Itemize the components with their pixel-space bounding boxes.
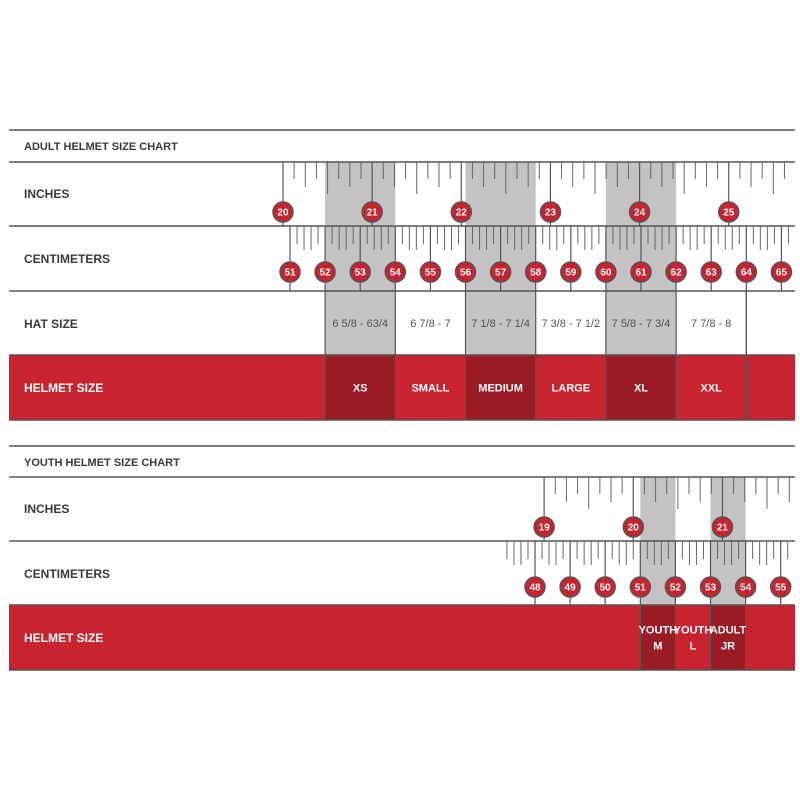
adult-cm-marker-60 <box>595 261 617 283</box>
adult-inch-marker-24 <box>628 201 651 223</box>
adult-inch-marker-21 <box>361 201 383 223</box>
adult-helmet-cell-dark <box>605 355 677 420</box>
adult-cm-marker-55 <box>419 261 442 283</box>
adult-cm-marker-53-label: 53 <box>355 268 367 279</box>
youth-helmet-size-label: M <box>653 641 662 653</box>
adult-helmet-cell-dark <box>325 355 396 420</box>
adult-cm-marker-53 <box>349 261 371 283</box>
youth-cm-marker-54-label: 54 <box>740 583 752 594</box>
youth-cm-marker-49-label: 49 <box>565 583 577 594</box>
youth-cm-marker-51-label: 51 <box>635 583 647 594</box>
adult-cm-marker-65 <box>770 261 793 283</box>
adult-helmet-row <box>9 355 795 420</box>
youth-helmet-size-label: ADULT <box>710 625 747 637</box>
youth-inch-marker-21-label: 21 <box>717 523 729 534</box>
adult-cm-marker-54-label: 54 <box>390 268 402 279</box>
adult-cm-marker-61-label: 61 <box>635 268 647 279</box>
adult-cm-marker-65-label: 65 <box>776 268 788 279</box>
adult-hat-size-label: 7 7/8 - 8 <box>691 318 731 330</box>
adult-cm-marker-62 <box>665 261 687 283</box>
adult-inch-marker-20-label: 20 <box>277 208 289 219</box>
youth-inch-marker-19-label: 19 <box>539 523 551 534</box>
adult-inch-marker-20 <box>272 201 294 223</box>
adult-helmet-size-label: XS <box>353 383 368 395</box>
youth-cm-marker-51 <box>629 576 652 598</box>
adult-helmet-size-label: XL <box>634 383 648 395</box>
adult-helmet-size-label: SMALL <box>411 383 449 395</box>
youth-row-label-inches: INCHES <box>24 502 69 516</box>
adult-cm-marker-55-label: 55 <box>425 268 437 279</box>
adult-chart-title: ADULT HELMET SIZE CHART <box>24 141 178 153</box>
adult-cm-marker-54 <box>384 261 407 283</box>
youth-cm-marker-48 <box>524 576 546 598</box>
youth-chart-title: YOUTH HELMET SIZE CHART <box>24 457 180 469</box>
youth-cm-marker-52 <box>664 576 687 598</box>
youth-helmet-size-label: L <box>690 641 697 653</box>
youth-inch-marker-20 <box>622 516 645 538</box>
youth-inch-marker-21 <box>711 516 734 538</box>
adult-cm-marker-52-label: 52 <box>320 268 332 279</box>
adult-hat-size-label: 7 5/8 - 7 3/4 <box>612 318 671 330</box>
adult-row-label-hat-size: HAT SIZE <box>24 317 78 331</box>
adult-cm-marker-60-label: 60 <box>600 268 612 279</box>
adult-cm-marker-59-label: 59 <box>565 268 577 279</box>
adult-cm-marker-51 <box>279 261 301 283</box>
adult-inch-marker-25 <box>718 201 740 223</box>
youth-helmet-cell-dark <box>640 605 676 670</box>
adult-helmet-size-label: MEDIUM <box>478 383 523 395</box>
youth-helmet-cell-dark <box>710 605 746 670</box>
adult-row-label-centimeters: CENTIMETERS <box>24 252 110 266</box>
adult-helmet-cell-dark <box>465 355 536 420</box>
youth-helmet-size-label: JR <box>721 641 735 653</box>
youth-cm-marker-52-label: 52 <box>670 583 682 594</box>
youth-cm-marker-53-label: 53 <box>705 583 717 594</box>
youth-cm-marker-55 <box>769 576 792 598</box>
youth-row-label-centimeters: CENTIMETERS <box>24 567 110 581</box>
youth-inch-marker-20-label: 20 <box>628 523 640 534</box>
adult-helmet-size-label: LARGE <box>552 383 591 395</box>
youth-cm-marker-55-label: 55 <box>775 583 787 594</box>
adult-cm-marker-63 <box>700 261 722 283</box>
adult-inch-marker-21-label: 21 <box>367 208 379 219</box>
youth-helmet-row <box>9 605 795 670</box>
adult-cm-marker-59 <box>560 261 582 283</box>
youth-inch-marker-19 <box>533 516 555 538</box>
adult-inch-marker-24-label: 24 <box>634 208 646 219</box>
adult-cm-marker-51-label: 51 <box>284 268 296 279</box>
youth-cm-marker-54 <box>734 576 757 598</box>
adult-hat-size-label: 6 5/8 - 63/4 <box>332 318 388 330</box>
youth-cm-marker-50-label: 50 <box>600 583 612 594</box>
youth-helmet-size-label: YOUTH <box>674 625 713 637</box>
adult-cm-marker-61 <box>630 261 652 283</box>
adult-cm-marker-57 <box>489 261 512 283</box>
adult-cm-marker-58-label: 58 <box>530 268 542 279</box>
adult-inch-marker-23-label: 23 <box>545 208 557 219</box>
adult-row-label-helmet-size: HELMET SIZE <box>24 381 103 395</box>
youth-cm-marker-53 <box>699 576 722 598</box>
adult-cm-marker-56-label: 56 <box>460 268 472 279</box>
adult-cm-marker-63-label: 63 <box>706 268 718 279</box>
youth-helmet-size-label: YOUTH <box>639 625 678 637</box>
adult-inch-marker-22 <box>450 201 473 223</box>
youth-cm-marker-50 <box>594 576 616 598</box>
adult-inch-marker-22-label: 22 <box>456 208 468 219</box>
adult-cm-marker-58 <box>524 261 547 283</box>
adult-row-label-inches: INCHES <box>24 187 69 201</box>
youth-cm-marker-49 <box>559 576 581 598</box>
adult-hat-size-label: 6 7/8 - 7 <box>410 318 450 330</box>
adult-inch-marker-23 <box>539 201 562 223</box>
adult-cm-marker-64-label: 64 <box>741 268 753 279</box>
adult-helmet-size-label: XXL <box>700 383 722 395</box>
adult-cm-marker-64 <box>735 261 758 283</box>
adult-cm-marker-52 <box>314 261 336 283</box>
adult-hat-size-label: 7 1/8 - 7 1/4 <box>471 318 530 330</box>
adult-inch-marker-25-label: 25 <box>723 208 735 219</box>
youth-row-label-helmet-size: HELMET SIZE <box>24 631 103 645</box>
adult-hat-size-label: 7 3/8 - 7 1/2 <box>541 318 600 330</box>
adult-cm-marker-57-label: 57 <box>495 268 507 279</box>
adult-cm-marker-56 <box>454 261 477 283</box>
youth-cm-marker-48-label: 48 <box>529 583 541 594</box>
adult-cm-marker-62-label: 62 <box>671 268 683 279</box>
